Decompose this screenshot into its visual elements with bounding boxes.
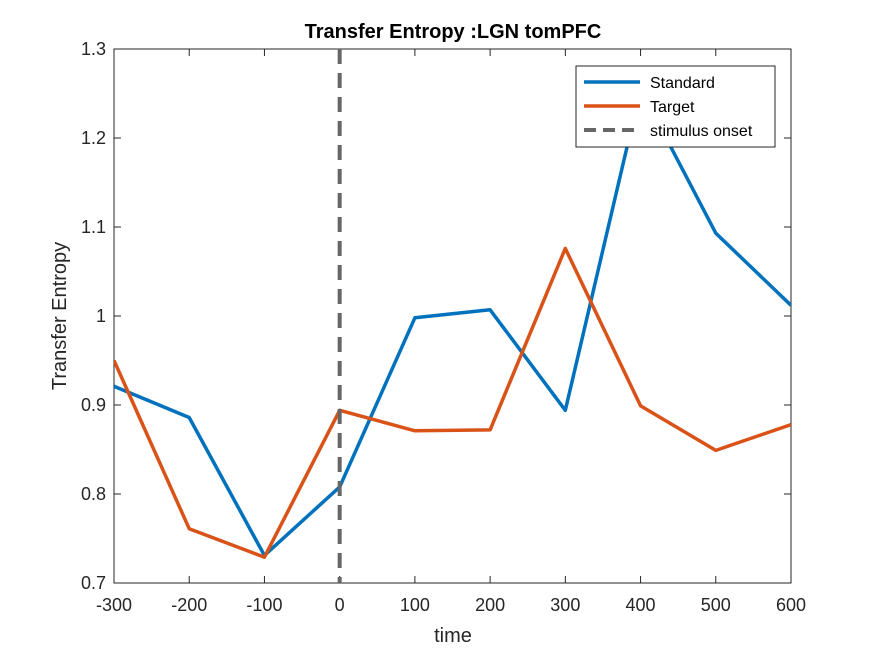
y-tick-label: 0.7 [81, 573, 106, 593]
x-tick-label: 300 [550, 595, 580, 615]
y-tick-label: 1.3 [81, 39, 106, 59]
y-tick-label: 1.1 [81, 217, 106, 237]
x-tick-label: 100 [400, 595, 430, 615]
chart-title: Transfer Entropy :LGN tomPFC [305, 21, 602, 43]
x-tick-label: 200 [475, 595, 505, 615]
x-tick-label: -100 [246, 595, 282, 615]
x-tick-label: -300 [96, 595, 132, 615]
y-tick-label: 0.8 [81, 484, 106, 504]
x-tick-label: -200 [171, 595, 207, 615]
y-axis-label: Transfer Entropy [49, 242, 71, 390]
x-axis-label: time [434, 625, 472, 647]
x-tick-label: 500 [701, 595, 731, 615]
legend-label: Target [650, 99, 695, 116]
x-tick-label: 400 [626, 595, 656, 615]
x-tick-label: 600 [776, 595, 806, 615]
legend: Standard Target stimulus onset [575, 65, 776, 148]
legend-label: Standard [650, 75, 715, 92]
plot-area: -300 -200 -100 0 100 200 300 400 500 600 0.7 0.8 0.9… [81, 39, 806, 615]
y-tick-label: 1.2 [81, 128, 106, 148]
legend-label: stimulus onset [650, 123, 753, 140]
y-tick-label: 0.9 [81, 395, 106, 415]
series-line-target [114, 246, 791, 559]
series-line-standard [114, 87, 791, 558]
y-tick-label: 1 [96, 306, 106, 326]
x-tick-label: 0 [335, 595, 345, 615]
